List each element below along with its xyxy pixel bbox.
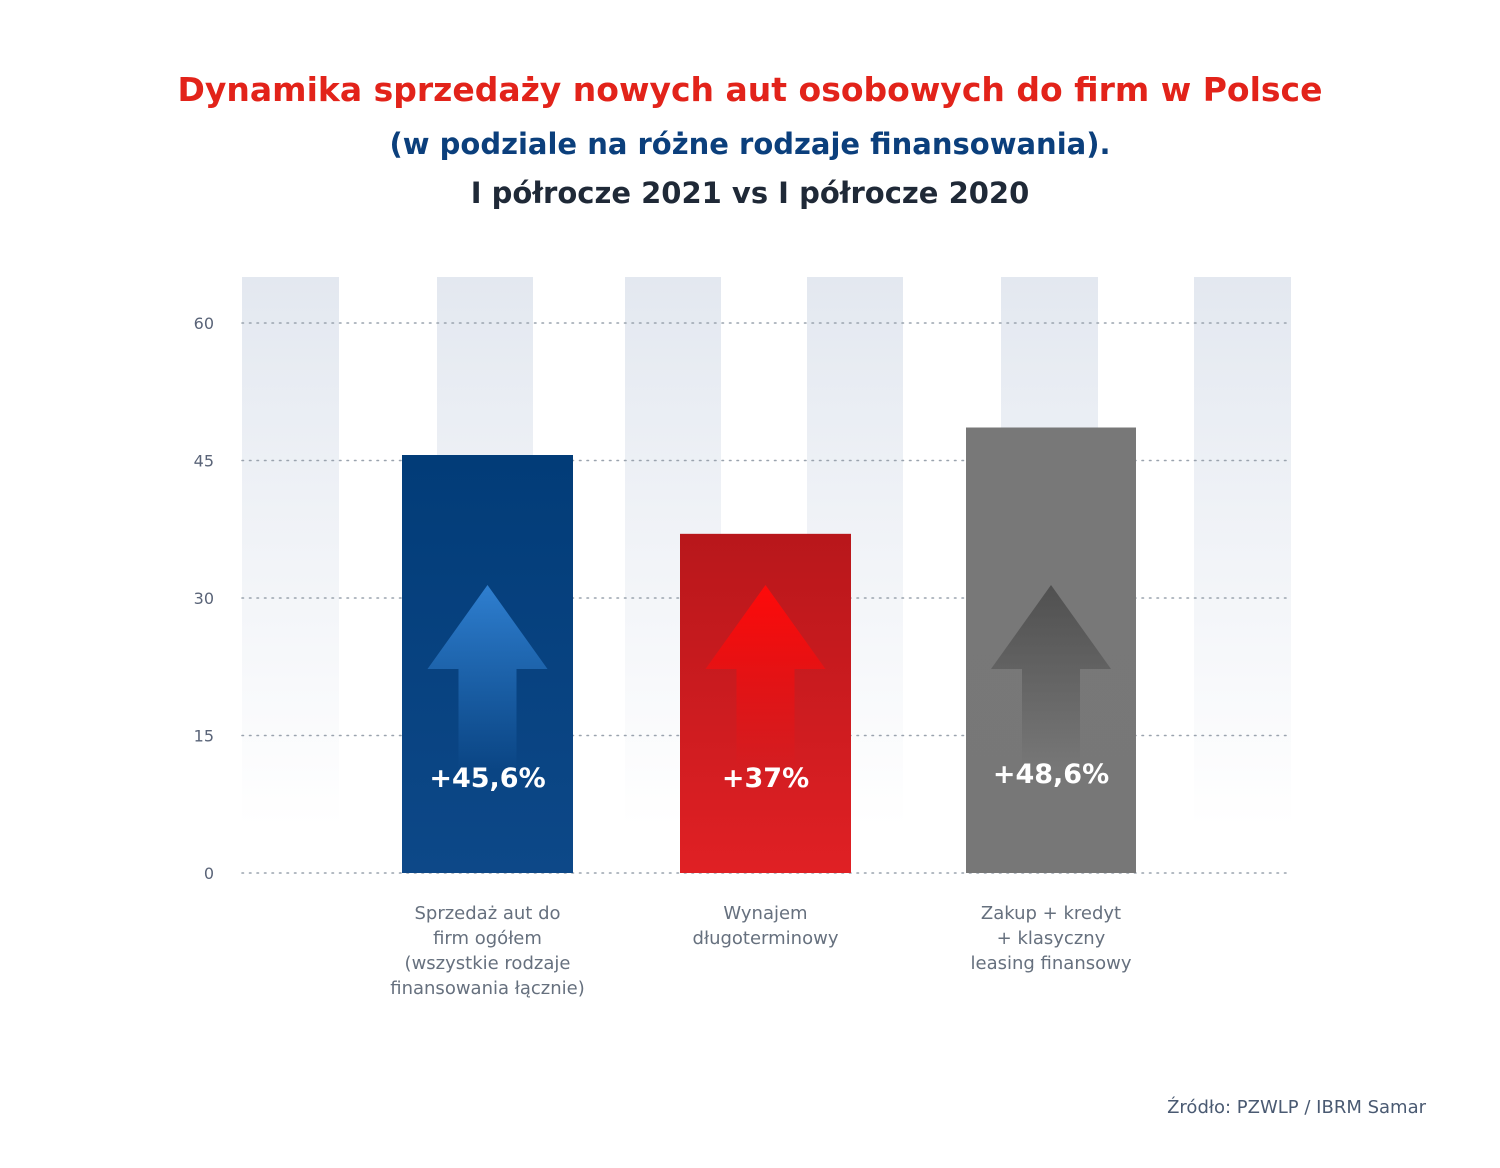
x-category-label-line: długoterminowy — [693, 928, 839, 949]
x-category-label: Wynajem długoterminowy — [693, 903, 839, 949]
data-label: +45,6% — [429, 763, 545, 794]
source-note: Źródło: PZWLP / IBRM Samar — [1167, 1097, 1426, 1118]
x-category-label: Sprzedaż aut do firm ogółem (wszystkie rod… — [390, 903, 584, 999]
y-tick-label: 15 — [194, 727, 214, 746]
chart-period: I półrocze 2021 vs I półrocze 2020 — [470, 176, 1030, 210]
x-category-label-line: + klasyczny — [997, 928, 1106, 949]
x-category-label-line: Wynajem — [723, 903, 807, 924]
y-tick-label: 60 — [194, 314, 214, 333]
y-axis: 0 15 30 45 60 — [194, 314, 214, 883]
y-tick-label: 0 — [204, 864, 214, 883]
y-tick-label: 45 — [194, 452, 214, 471]
x-category-label-line: (wszystkie rodzaje — [405, 953, 571, 974]
bars: +45,6% +37% +48,6% — [402, 427, 1136, 873]
x-axis: Sprzedaż aut do firm ogółem (wszystkie rod… — [390, 903, 1132, 999]
x-category-label: Zakup + kredyt + klasyczny leasing finanso… — [971, 903, 1132, 974]
x-category-label-line: finansowania łącznie) — [390, 978, 584, 999]
chart-title: Dynamika sprzedaży nowych aut osobowych … — [177, 70, 1323, 109]
y-tick-label: 30 — [194, 589, 214, 608]
data-label: +37% — [722, 763, 809, 794]
x-category-label-line: firm ogółem — [433, 928, 542, 949]
arrow-up-icon — [427, 585, 548, 770]
arrow-up-icon — [705, 585, 826, 770]
x-category-label-line: Zakup + kredyt — [981, 903, 1121, 924]
chart-subtitle: (w podziale na różne rodzaje finansowani… — [389, 127, 1111, 161]
x-category-label-line: Sprzedaż aut do — [414, 903, 560, 924]
x-category-label-line: leasing finansowy — [971, 953, 1132, 974]
bg-stripe-0 — [242, 277, 339, 827]
arrow-up-icon — [991, 585, 1111, 770]
bg-stripe-5 — [1194, 277, 1291, 827]
data-label: +48,6% — [993, 759, 1109, 790]
